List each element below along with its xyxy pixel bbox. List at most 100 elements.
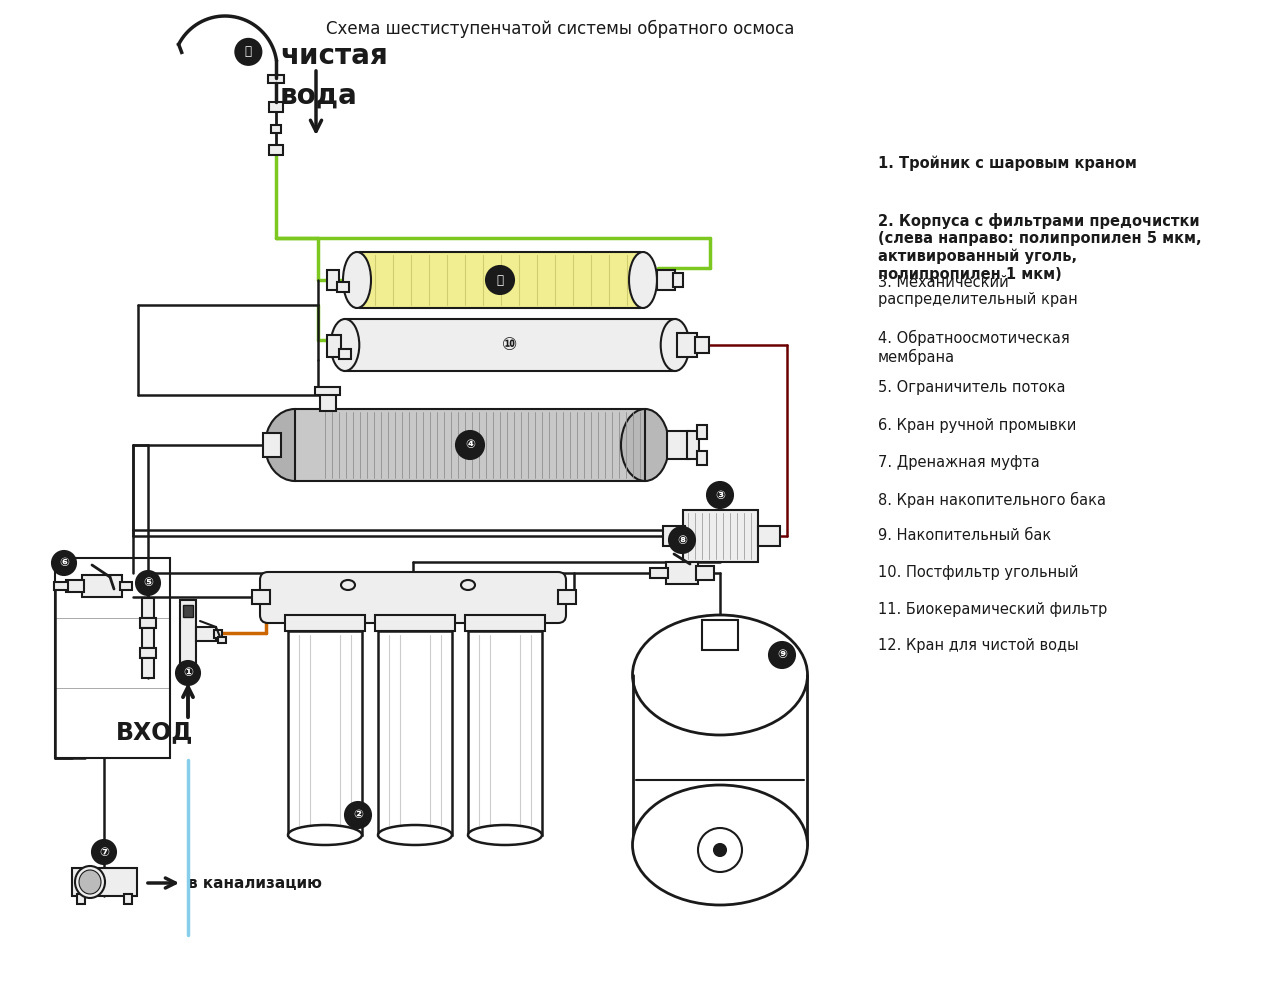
Bar xyxy=(657,270,675,290)
Bar xyxy=(218,637,227,643)
Bar xyxy=(687,431,699,459)
Bar xyxy=(262,433,282,457)
Bar xyxy=(346,319,675,371)
Text: ④: ④ xyxy=(465,438,475,451)
Bar xyxy=(294,409,645,481)
Circle shape xyxy=(486,266,515,294)
Circle shape xyxy=(714,844,726,856)
Bar xyxy=(142,598,154,618)
Text: 5. Ограничитель потока: 5. Ограничитель потока xyxy=(878,380,1065,395)
Text: ВХОД: ВХОД xyxy=(116,720,193,744)
Bar xyxy=(339,349,351,359)
Text: 7. Дренажная муфта: 7. Дренажная муфта xyxy=(878,455,1039,470)
Bar xyxy=(120,582,132,590)
Ellipse shape xyxy=(621,409,669,481)
Circle shape xyxy=(177,661,200,685)
Bar xyxy=(269,145,283,155)
Bar xyxy=(82,575,122,597)
Ellipse shape xyxy=(76,866,105,898)
Circle shape xyxy=(707,482,733,508)
Bar xyxy=(142,628,154,648)
Bar xyxy=(465,615,545,631)
Bar xyxy=(252,590,270,604)
Bar xyxy=(701,620,739,650)
Bar xyxy=(326,335,340,357)
Text: ⑥: ⑥ xyxy=(59,557,69,570)
Bar xyxy=(55,558,170,758)
Bar xyxy=(315,387,340,395)
Text: 1. Тройник с шаровым краном: 1. Тройник с шаровым краном xyxy=(878,155,1137,171)
Bar xyxy=(663,526,685,546)
Bar xyxy=(269,102,283,112)
Bar xyxy=(360,252,640,308)
Ellipse shape xyxy=(288,825,362,845)
Bar xyxy=(142,658,154,678)
Bar xyxy=(54,582,68,590)
Circle shape xyxy=(92,840,116,864)
Bar xyxy=(180,600,196,665)
Text: в канализацию: в канализацию xyxy=(188,875,321,890)
Bar xyxy=(320,391,335,411)
Bar xyxy=(294,409,645,481)
Text: ⑩: ⑩ xyxy=(502,336,517,354)
Bar xyxy=(67,580,84,592)
Ellipse shape xyxy=(632,615,808,735)
Bar xyxy=(677,333,698,357)
Bar xyxy=(346,319,675,371)
Ellipse shape xyxy=(378,825,452,845)
FancyBboxPatch shape xyxy=(260,572,566,623)
Bar xyxy=(558,590,576,604)
Circle shape xyxy=(769,642,795,668)
Bar xyxy=(140,648,156,658)
Bar xyxy=(698,451,707,465)
Bar xyxy=(650,568,668,578)
Ellipse shape xyxy=(632,785,808,905)
Bar xyxy=(285,615,365,631)
Bar xyxy=(698,425,707,439)
Text: 8. Кран накопительного бака: 8. Кран накопительного бака xyxy=(878,492,1106,508)
Bar xyxy=(667,431,689,459)
Text: ③: ③ xyxy=(716,488,724,502)
Text: ⑫: ⑫ xyxy=(244,45,252,58)
Text: 3. Механический
распределительный кран: 3. Механический распределительный кран xyxy=(878,275,1078,307)
Text: 2. Корпуса с фильтрами предочистки
(слева направо: полипропилен 5 мкм,
активиров: 2. Корпуса с фильтрами предочистки (слев… xyxy=(878,213,1202,281)
Bar xyxy=(468,631,541,835)
Ellipse shape xyxy=(330,319,360,371)
Ellipse shape xyxy=(343,252,371,308)
Bar xyxy=(269,75,284,83)
Bar xyxy=(673,273,684,287)
Ellipse shape xyxy=(468,825,541,845)
Text: ⑨: ⑨ xyxy=(777,649,787,662)
Text: чистая: чистая xyxy=(280,42,388,70)
Bar xyxy=(634,675,808,845)
Bar xyxy=(375,615,454,631)
Bar xyxy=(183,605,193,617)
Text: ②: ② xyxy=(353,808,364,821)
Text: ⑦: ⑦ xyxy=(99,845,109,858)
Bar xyxy=(696,566,714,580)
Bar xyxy=(271,125,282,133)
Ellipse shape xyxy=(461,580,475,590)
Bar xyxy=(124,894,132,904)
Ellipse shape xyxy=(340,580,355,590)
Text: 12. Кран для чистой воды: 12. Кран для чистой воды xyxy=(878,638,1079,653)
Text: Схема шестиступенчатой системы обратного осмоса: Схема шестиступенчатой системы обратного… xyxy=(326,20,794,38)
Bar xyxy=(77,894,84,904)
Bar xyxy=(337,282,349,292)
Bar xyxy=(695,337,709,353)
Bar xyxy=(666,562,698,584)
Circle shape xyxy=(456,431,484,459)
Bar xyxy=(214,630,221,638)
Ellipse shape xyxy=(628,252,657,308)
Text: 4. Обратноосмотическая
мембрана: 4. Обратноосмотическая мембрана xyxy=(878,330,1070,365)
Ellipse shape xyxy=(660,319,690,371)
Text: ⑪: ⑪ xyxy=(497,273,503,286)
Text: 10. Постфильтр угольный: 10. Постфильтр угольный xyxy=(878,565,1079,580)
Bar xyxy=(758,526,780,546)
Bar xyxy=(326,270,339,290)
Bar xyxy=(196,627,216,641)
Bar xyxy=(140,618,156,628)
Bar xyxy=(684,510,758,562)
Circle shape xyxy=(236,39,261,65)
Text: вода: вода xyxy=(280,82,357,110)
